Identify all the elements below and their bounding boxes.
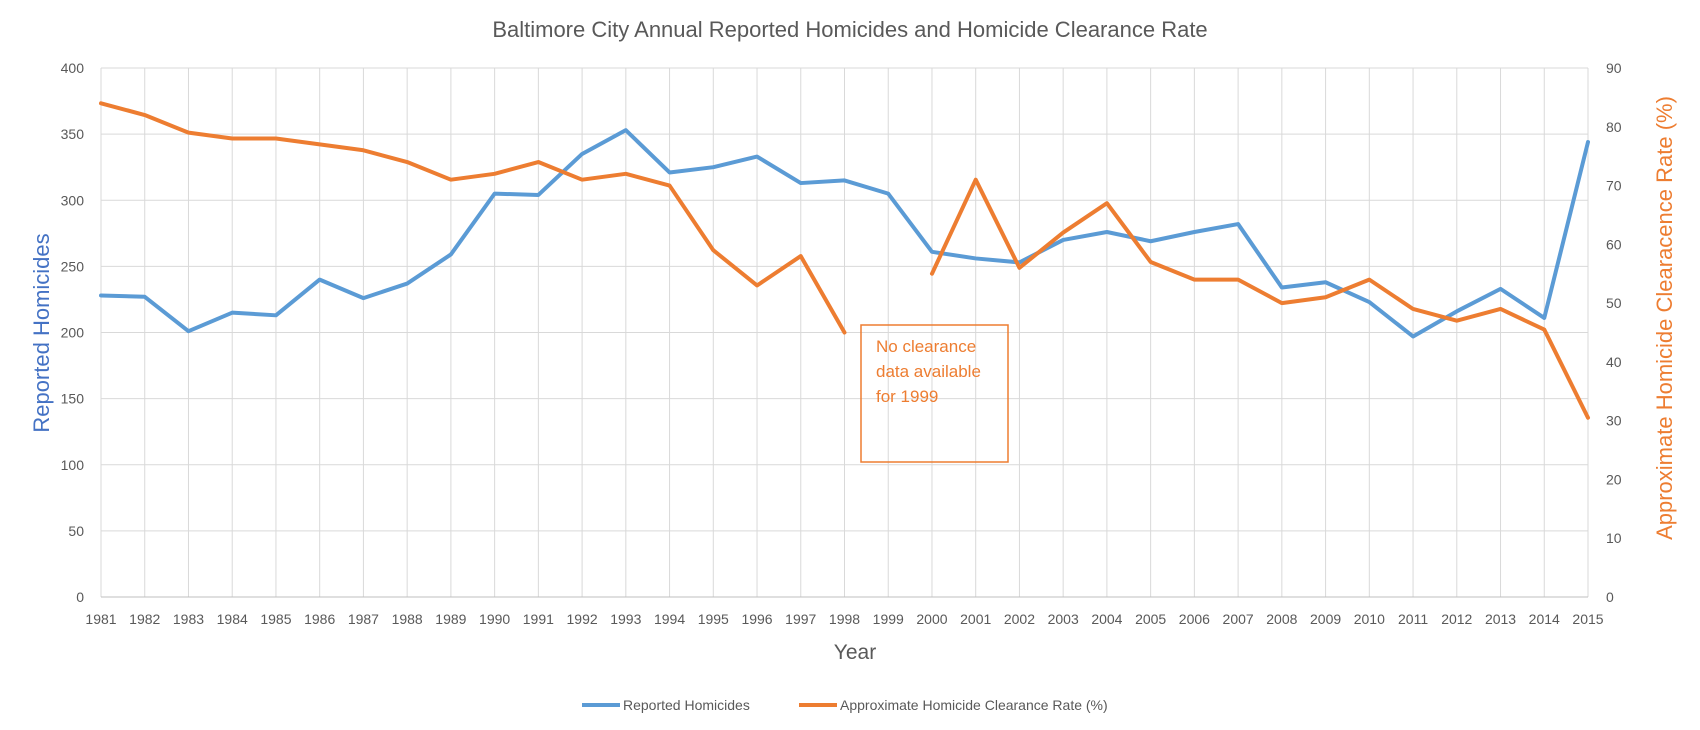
- x-tick-label: 2001: [960, 611, 991, 627]
- left-tick-label: 250: [61, 258, 85, 274]
- right-tick-label: 20: [1606, 471, 1622, 487]
- x-tick-label: 1986: [304, 611, 335, 627]
- x-tick-label: 1987: [348, 611, 379, 627]
- x-tick-label: 1989: [435, 611, 466, 627]
- x-tick-label: 2013: [1485, 611, 1516, 627]
- right-tick-label: 50: [1606, 295, 1622, 311]
- x-tick-label: 1990: [479, 611, 510, 627]
- x-tick-label: 2012: [1441, 611, 1472, 627]
- series-reported-homicides: [99, 128, 1590, 339]
- annotation-border: [860, 324, 1009, 463]
- x-tick-label: 1994: [654, 611, 685, 627]
- annotation-line-1: No clearance: [876, 337, 976, 356]
- x-tick-label: 2005: [1135, 611, 1166, 627]
- legend-label-reported-homicides: Reported Homicides: [623, 697, 750, 713]
- x-axis-ticks: 1981 1982 1983 1984 1985 1986 1987 1988 1989 1990…: [85, 611, 1603, 627]
- left-tick-label: 200: [61, 325, 85, 341]
- legend: Reported Homicides Approximate Homicide …: [582, 697, 1108, 713]
- left-tick-label: 300: [61, 192, 85, 208]
- x-tick-label: 2009: [1310, 611, 1341, 627]
- series-line: [929, 177, 1590, 420]
- x-tick-label: 2002: [1004, 611, 1035, 627]
- series-line: [99, 128, 1590, 339]
- x-tick-label: 2000: [916, 611, 947, 627]
- x-tick-label: 2004: [1091, 611, 1122, 627]
- left-tick-label: 100: [61, 457, 85, 473]
- x-tick-label: 2008: [1266, 611, 1297, 627]
- x-tick-label: 1985: [260, 611, 291, 627]
- right-tick-label: 90: [1606, 60, 1622, 76]
- right-tick-label: 60: [1606, 236, 1622, 252]
- x-tick-label: 1983: [173, 611, 204, 627]
- x-tick-label: 2014: [1529, 611, 1560, 627]
- right-tick-label: 10: [1606, 530, 1622, 546]
- x-tick-label: 1981: [85, 611, 116, 627]
- x-tick-label: 2006: [1179, 611, 1210, 627]
- left-tick-label: 50: [68, 523, 84, 539]
- right-axis-ticks: 0 10 20 30 40 50 60 70 80 90: [1606, 60, 1622, 605]
- x-tick-label: 1991: [523, 611, 554, 627]
- x-tick-label: 1988: [392, 611, 423, 627]
- x-tick-label: 1982: [129, 611, 160, 627]
- x-tick-label: 2003: [1048, 611, 1079, 627]
- left-tick-label: 350: [61, 126, 85, 142]
- left-tick-label: 150: [61, 391, 85, 407]
- left-axis-label: Reported Homicides: [29, 233, 54, 432]
- right-tick-label: 0: [1606, 589, 1614, 605]
- x-axis-label: Year: [834, 641, 876, 664]
- x-tick-label: 1996: [741, 611, 772, 627]
- left-tick-label: 0: [76, 589, 84, 605]
- x-tick-label: 2010: [1354, 611, 1385, 627]
- series-lines: [99, 101, 1590, 420]
- x-tick-label: 2007: [1223, 611, 1254, 627]
- annotation-line-2: data available: [876, 362, 981, 381]
- grid-lines: [100, 67, 1589, 598]
- x-tick-label: 2011: [1398, 611, 1428, 627]
- x-tick-label: 1992: [567, 611, 598, 627]
- x-tick-label: 1998: [829, 611, 860, 627]
- right-tick-label: 80: [1606, 119, 1622, 135]
- x-tick-label: 1995: [698, 611, 729, 627]
- annotation-box: No clearance data available for 1999: [860, 324, 1009, 463]
- right-tick-label: 40: [1606, 354, 1622, 370]
- right-tick-label: 70: [1606, 178, 1622, 194]
- right-tick-label: 30: [1606, 413, 1622, 429]
- x-tick-label: 1984: [217, 611, 248, 627]
- series-clearance-rate: [99, 101, 1590, 420]
- left-tick-label: 400: [61, 60, 85, 76]
- x-tick-label: 1999: [873, 611, 904, 627]
- legend-label-clearance-rate: Approximate Homicide Clearance Rate (%): [840, 697, 1108, 713]
- chart-title: Baltimore City Annual Reported Homicides…: [492, 17, 1207, 42]
- right-axis-label: Approximate Homicide Clearacence Rate (%…: [1652, 96, 1677, 540]
- x-tick-label: 1993: [610, 611, 641, 627]
- left-axis-ticks: 0 50 100 150 200 250 300 350 400: [61, 60, 85, 605]
- series-line: [99, 101, 847, 335]
- x-tick-label: 1997: [785, 611, 816, 627]
- x-tick-label: 2015: [1572, 611, 1603, 627]
- annotation-line-3: for 1999: [876, 387, 938, 406]
